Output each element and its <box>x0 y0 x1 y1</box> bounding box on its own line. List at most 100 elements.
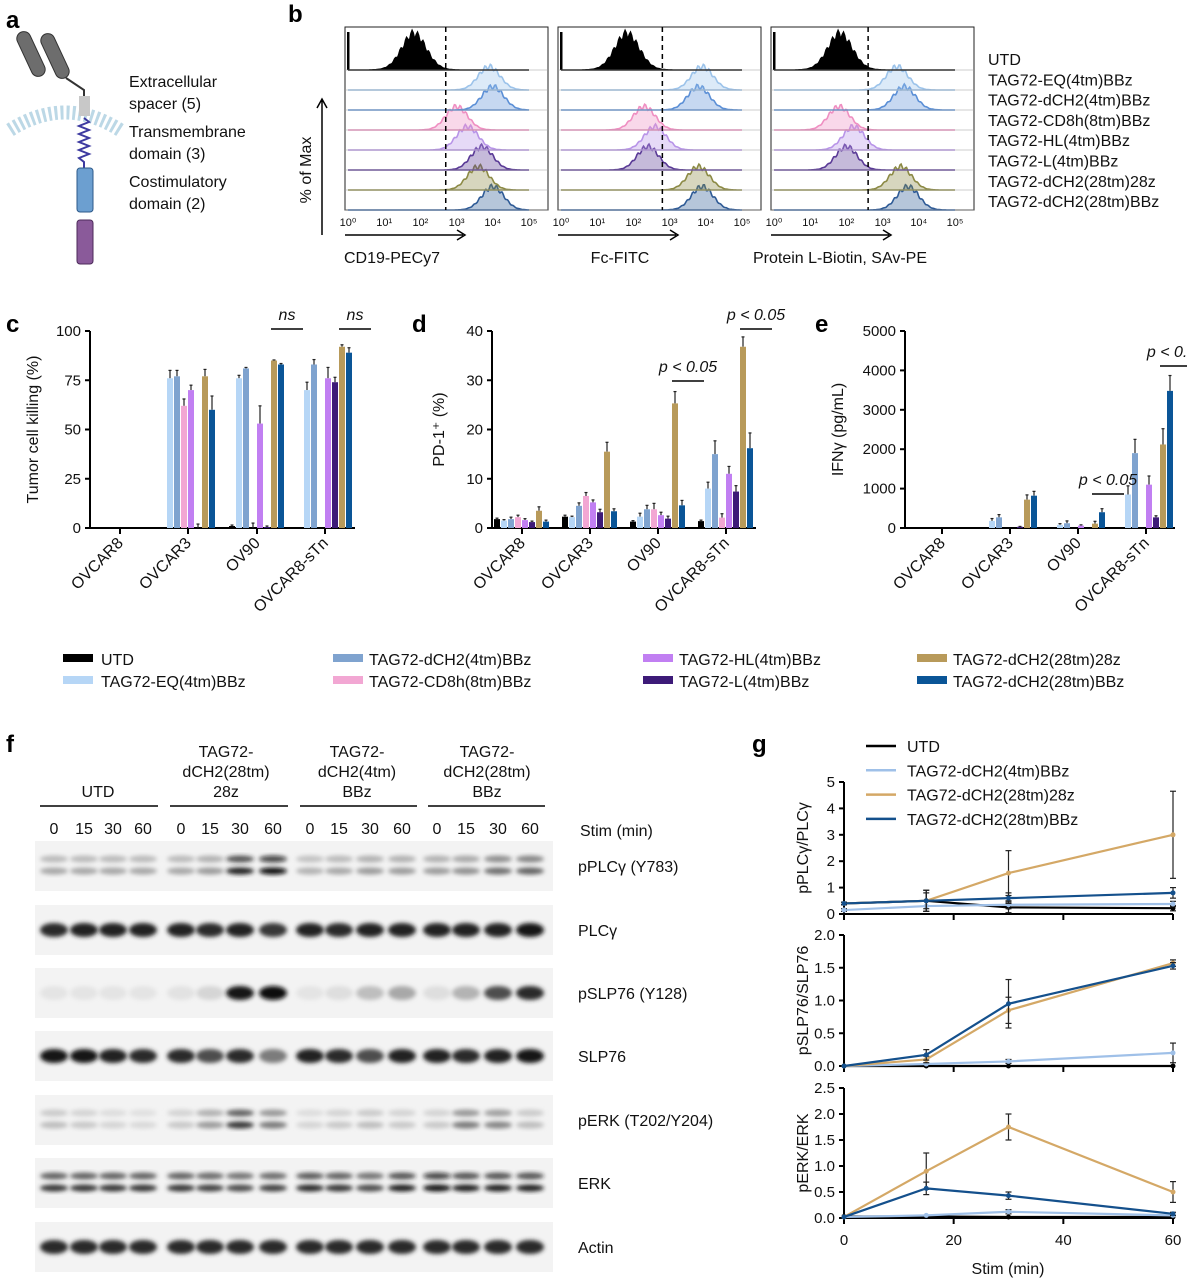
significance-label: ns <box>347 307 364 324</box>
blot-label: pSLP76 (Y128) <box>578 986 687 1003</box>
blot-band <box>356 986 384 1000</box>
blot-band <box>296 986 324 1000</box>
significance-label: ns <box>279 307 296 324</box>
blot-band <box>70 923 98 937</box>
timepoint-label: 15 <box>201 821 219 838</box>
bar-TAG72-HL(4tm)BBz <box>522 520 528 528</box>
bar-TAG72-dCH2(28tm)28z <box>339 346 345 528</box>
blot-band <box>296 1121 324 1129</box>
data-point <box>841 900 847 906</box>
y-tick-label: 2.0 <box>814 1106 835 1123</box>
b-row-label: TAG72-dCH2(28tm)BBz <box>988 194 1159 211</box>
bar-TAG72-dCH2(28tm)BBz <box>209 409 215 528</box>
flow-panel-frame <box>770 26 975 211</box>
blot-band <box>196 1049 224 1063</box>
legend-label: TAG72-dCH2(28tm)28z <box>953 652 1121 669</box>
bar-TAG72-EQ(4tm)BBz <box>236 378 242 528</box>
data-point <box>1006 1193 1011 1199</box>
bar-TAG72-dCH2(4tm)BBz <box>174 376 180 528</box>
blot-band <box>167 867 195 875</box>
blot-band <box>99 1109 127 1117</box>
blot-band <box>129 1172 157 1180</box>
blot-band <box>129 923 157 937</box>
y-tick-label: 0.0 <box>814 1210 835 1227</box>
scfv-domain-icon <box>16 31 46 77</box>
blot-band <box>259 986 287 1000</box>
blot-band <box>388 986 416 1000</box>
data-point <box>923 898 929 904</box>
histogram-TAG72-dCH2(4tm)BBz <box>774 82 955 111</box>
y-tick-label: 1000 <box>863 481 896 498</box>
blot-band <box>167 986 195 1000</box>
blot-label: pERK (T202/Y204) <box>578 1113 713 1130</box>
blot-band <box>356 1049 384 1063</box>
group-header: dCH2(28tm) <box>182 764 269 781</box>
data-point <box>923 1168 929 1174</box>
x-arrow-icon <box>558 229 680 241</box>
b-tick-label: 10¹ <box>589 217 605 229</box>
histogram-spike <box>560 32 563 70</box>
y-tick-label: 1.5 <box>814 1132 835 1149</box>
data-point <box>1170 963 1176 969</box>
y-tick-label: 1.0 <box>814 1158 835 1175</box>
blot-band <box>452 855 480 863</box>
label-tm-2: domain (3) <box>129 146 205 163</box>
blot-band <box>484 855 512 863</box>
blot-band <box>516 855 544 863</box>
bar-TAG72-dCH2(4tm)BBz <box>311 364 317 528</box>
blot-band <box>452 986 480 1000</box>
line-TAG72-dCH2(4tm)BBz <box>843 902 1174 912</box>
flow-histograms: 10⁰ 10¹ 10² 10³ 10⁴ 10⁵ CD19-PECy7 10⁰ 10¹ 10² 10³… <box>316 26 1159 267</box>
bar-TAG72-L(4tm)BBz <box>332 382 338 528</box>
blot-band <box>452 1240 480 1254</box>
blot-band <box>296 1184 324 1192</box>
blot-band <box>70 1240 98 1254</box>
b-tick-label: 10⁰ <box>340 217 357 229</box>
bar-TAG72-EQ(4tm)BBz <box>569 517 575 528</box>
b-tick-label: 10⁴ <box>910 217 927 229</box>
blot-band <box>40 1049 68 1063</box>
blot-band <box>388 1109 416 1117</box>
blot-band <box>40 1109 68 1117</box>
blot-band <box>259 1184 287 1192</box>
bar-TAG72-EQ(4tm)BBz <box>1057 524 1063 528</box>
b-x-axis-label: Protein L-Biotin, SAv-PE <box>753 250 927 267</box>
blot-band <box>516 1172 544 1180</box>
x-tick-label: 0 <box>840 1232 848 1249</box>
blot-band <box>423 1184 451 1192</box>
blot-band <box>484 1049 512 1063</box>
bar-UTD <box>494 519 500 528</box>
x-tick-label: 60 <box>1165 1232 1182 1249</box>
y-axis-label: IFNγ (pg/mL) <box>830 383 847 476</box>
blot-band <box>99 1240 127 1254</box>
blot-band <box>356 1121 384 1129</box>
label-tm-1: Transmembrane <box>129 124 246 141</box>
histogram-UTD <box>774 28 955 71</box>
legend-swatch <box>643 654 673 662</box>
blot-band <box>296 1240 324 1254</box>
blot-band <box>356 1184 384 1192</box>
bar-UTD <box>562 516 568 528</box>
bar-TAG72-dCH2(4tm)BBz <box>996 517 1002 528</box>
blot-band <box>423 986 451 1000</box>
blot-band <box>296 855 324 863</box>
b-tick-label: 10³ <box>875 217 891 229</box>
b-tick-label: 10³ <box>662 217 678 229</box>
bar-TAG72-dCH2(28tm)BBz <box>278 364 284 528</box>
timepoint-label: 0 <box>50 821 59 838</box>
data-point <box>841 1214 847 1220</box>
group-header: dCH2(4tm) <box>318 764 396 781</box>
blot-band <box>129 855 157 863</box>
bar-TAG72-dCH2(28tm)28z <box>740 346 746 528</box>
blot-label: pPLCγ (Y783) <box>578 859 679 876</box>
blot-band <box>99 1121 127 1129</box>
blot-band <box>423 1172 451 1180</box>
timepoint-label: 0 <box>177 821 186 838</box>
significance-label: p < 0.05 <box>658 359 717 376</box>
b-row-label: TAG72-dCH2(28tm)28z <box>988 174 1156 191</box>
blot-band <box>259 1109 287 1117</box>
blot-band <box>99 1184 127 1192</box>
blot-band <box>325 1172 353 1180</box>
blot-band <box>388 1240 416 1254</box>
